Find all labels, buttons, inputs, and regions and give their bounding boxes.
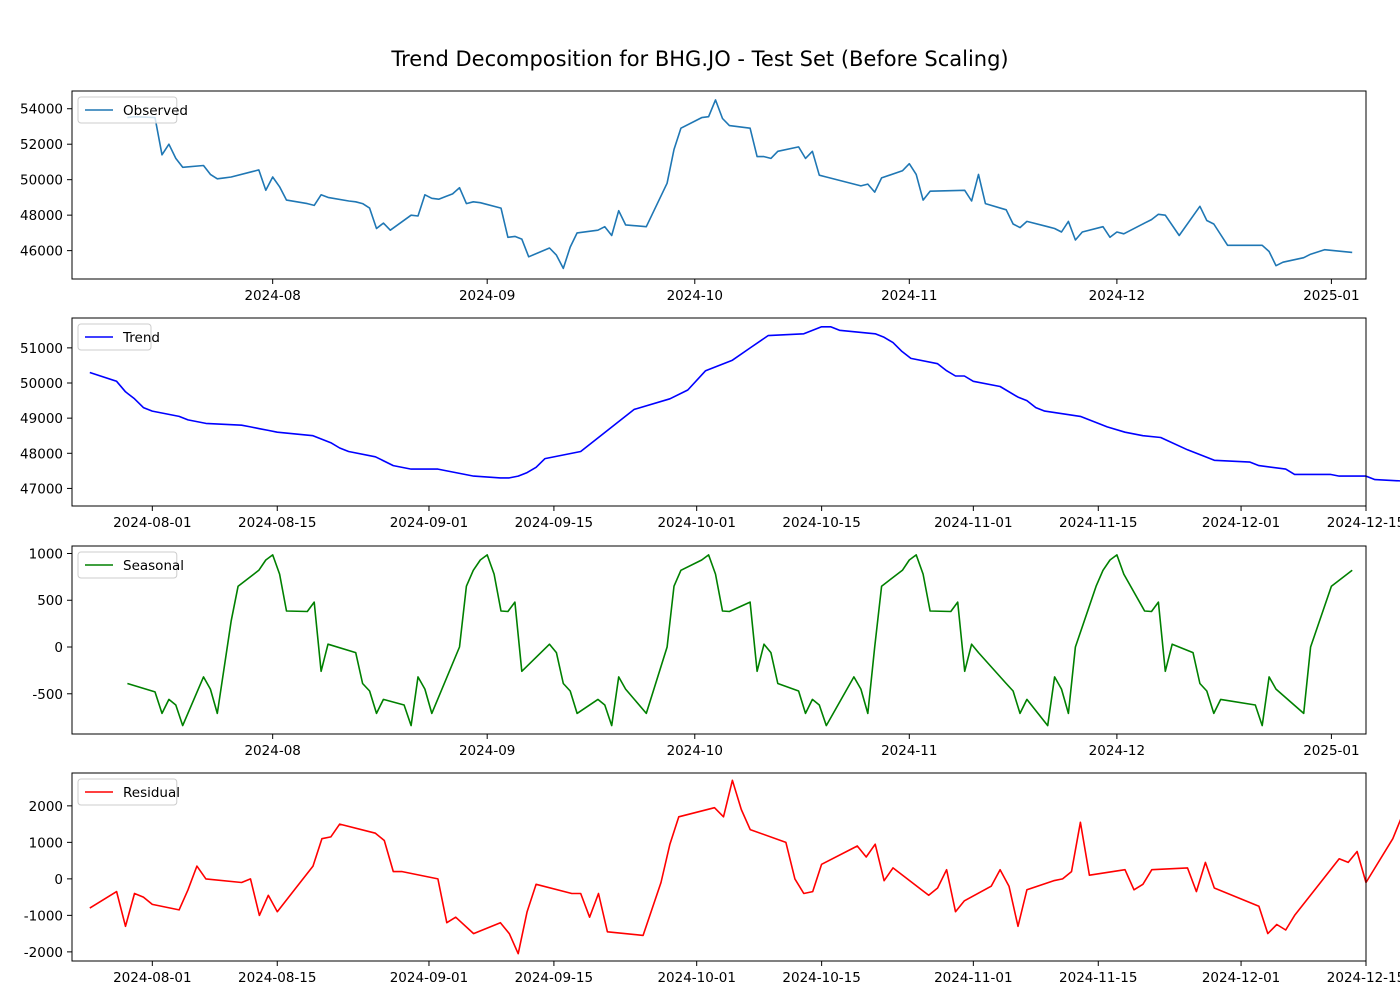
trend-x-tick-label: 2024-11-15 [1059,515,1137,531]
trend-legend: Trend [77,323,160,351]
residual-legend-box [77,778,178,806]
observed-y-tick-label: 50000 [20,173,63,189]
residual-y-tick-label: -1000 [24,908,63,924]
trend-x-tick-label: 2024-08-01 [113,515,191,531]
observed-series-line [127,99,1353,270]
trend-legend-box [77,323,152,351]
residual-x-tick-label: 2024-08-15 [238,970,316,986]
observed-axes-frame [71,90,1367,280]
observed-legend-box [77,96,178,124]
seasonal-y-tick-label: 500 [37,593,63,609]
seasonal-axes-frame [71,545,1367,735]
trend-x-tick-label: 2024-12-01 [1202,515,1280,531]
observed-x-tick-label: 2024-08 [244,288,300,304]
residual-x-tick-label: 2024-09-15 [515,970,593,986]
seasonal-subplot: 2024-08 2024-09 2024-10 2024-11 2024-12 2025-… [29,545,1367,759]
observed-x-tick-label: 2025-01 [1303,288,1359,304]
seasonal-series-line [127,554,1353,727]
seasonal-legend-label: Seasonal [123,558,184,574]
subplot-panels: 2024-08 2024-09 2024-10 2024-11 2024-12 2025-… [20,90,1400,986]
residual-x-tick-label: 2024-11-01 [934,970,1012,986]
seasonal-y-tick-label: 0 [54,640,63,656]
trend-series-line [89,325,1400,482]
trend-x-tick-label: 2024-12-15 [1327,515,1400,531]
trend-y-tick-label: 48000 [20,446,63,462]
seasonal-x-tick-label: 2025-01 [1303,743,1359,759]
residual-y-tick-label: -2000 [24,945,63,961]
residual-legend-label: Residual [123,785,180,801]
seasonal-x-tick-label: 2024-09 [459,743,515,759]
residual-axes-frame [71,772,1367,962]
residual-x-tick-label: 2024-12-01 [1202,970,1280,986]
residual-x-tick-label: 2024-10-01 [657,970,735,986]
observed-y-tick-label: 48000 [20,208,63,224]
trend-y-tick-label: 47000 [20,481,63,497]
trend-subplot: 2024-08-01 2024-08-15 2024-09-01 2024-09-15… [20,317,1400,531]
residual-y-tick-label: 0 [54,872,63,888]
residual-series-line [89,779,1400,955]
observed-legend: Observed [77,96,188,124]
seasonal-y-tick-label: -500 [32,687,63,703]
residual-x-tick-label: 2024-11-15 [1059,970,1137,986]
trend-y-tick-label: 50000 [20,376,63,392]
observed-x-tick-label: 2024-10 [667,288,723,304]
seasonal-legend: Seasonal [77,551,184,579]
trend-y-tick-label: 51000 [20,341,63,357]
trend-x-tick-label: 2024-10-15 [782,515,860,531]
residual-x-tick-label: 2024-09-01 [390,970,468,986]
trend-x-tick-label: 2024-11-01 [934,515,1012,531]
residual-x-tick-label: 2024-08-01 [113,970,191,986]
seasonal-x-tick-label: 2024-12 [1089,743,1145,759]
seasonal-legend-box [77,551,178,579]
trend-x-tick-label: 2024-10-01 [657,515,735,531]
observed-x-tick-label: 2024-11 [881,288,937,304]
residual-legend: Residual [77,778,180,806]
seasonal-x-tick-label: 2024-11 [881,743,937,759]
observed-x-tick-label: 2024-09 [459,288,515,304]
residual-y-tick-label: 2000 [29,799,63,815]
residual-x-tick-label: 2024-12-15 [1327,970,1400,986]
trend-y-tick-label: 49000 [20,411,63,427]
seasonal-y-tick-label: 1000 [29,546,63,562]
trend-x-tick-label: 2024-09-15 [515,515,593,531]
trend-axes-frame [71,317,1367,507]
observed-y-tick-label: 46000 [20,244,63,260]
figure-title: Trend Decomposition for BHG.JO - Test Se… [390,47,1008,71]
trend-legend-label: Trend [122,330,160,346]
residual-subplot: 2024-08-01 2024-08-15 2024-09-01 2024-09-15… [24,772,1400,986]
trend-x-tick-label: 2024-08-15 [238,515,316,531]
observed-y-tick-label: 52000 [20,137,63,153]
residual-x-tick-label: 2024-10-15 [782,970,860,986]
seasonal-x-tick-label: 2024-08 [244,743,300,759]
observed-y-tick-label: 54000 [20,102,63,118]
trend-x-tick-label: 2024-09-01 [390,515,468,531]
observed-x-tick-label: 2024-12 [1089,288,1145,304]
seasonal-x-tick-label: 2024-10 [667,743,723,759]
observed-subplot: 2024-08 2024-09 2024-10 2024-11 2024-12 2025-… [20,90,1367,304]
observed-legend-label: Observed [123,103,188,119]
residual-y-tick-label: 1000 [29,835,63,851]
